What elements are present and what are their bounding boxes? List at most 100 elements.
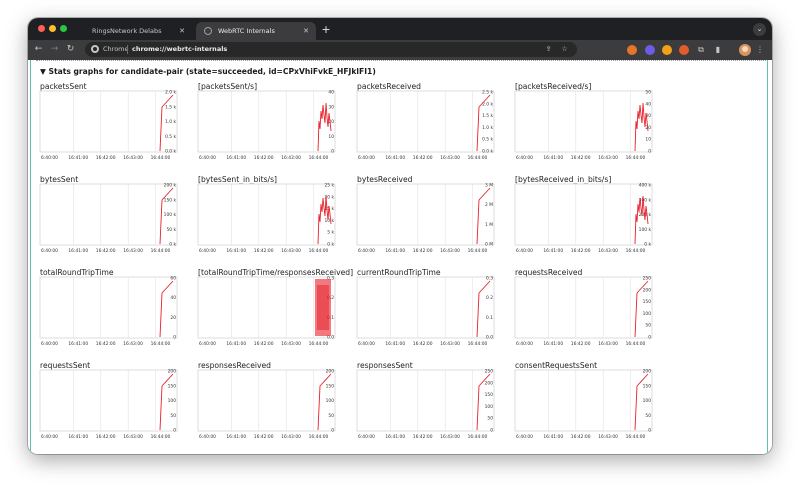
x-tick-label: 16:42:00 <box>254 341 274 347</box>
plot-area <box>39 276 178 339</box>
new-tab-button[interactable]: + <box>321 23 331 36</box>
plot-area <box>514 369 653 432</box>
y-tick-label: 10 k <box>324 218 334 224</box>
divider <box>36 60 766 63</box>
y-tick-label: 0 <box>331 428 334 434</box>
x-tick-label: 16:42:00 <box>413 434 433 440</box>
x-tick-label: 16:42:00 <box>413 341 433 347</box>
x-tick-label: 16:42:00 <box>254 155 274 161</box>
url-text[interactable]: chrome://webrtc-internals <box>132 45 228 53</box>
series-line <box>634 102 649 152</box>
extension-icon[interactable] <box>662 45 672 55</box>
y-tick-label: 0 <box>648 335 651 341</box>
graph-title: bytesSent <box>40 175 79 184</box>
y-tick-label: 150 <box>326 383 335 389</box>
y-tick-label: 0.0 <box>327 335 334 341</box>
globe-icon <box>204 27 212 35</box>
series-line <box>634 195 649 245</box>
extensions-puzzle-icon[interactable]: ⧉ <box>698 45 704 54</box>
tab-ringsnetwork[interactable]: RingsNetwork Delabs ✕ <box>84 22 192 40</box>
y-tick-label: 50 <box>645 90 651 96</box>
plot-area <box>39 90 178 153</box>
section-toggle-stats-graphs[interactable]: ▼ Stats graphs for candidate-pair (state… <box>40 67 376 76</box>
x-tick-label: 16:43:00 <box>440 248 460 254</box>
plot-area <box>514 90 653 153</box>
plot-area <box>39 183 178 246</box>
address-bar[interactable]: Chrome chrome://webrtc-internals ⇪ ☆ <box>85 42 577 57</box>
x-tick-label: 6:40:00 <box>41 341 58 347</box>
y-tick-label: 60 <box>170 276 176 282</box>
y-tick-label: 50 <box>328 413 334 419</box>
x-tick-label: 16:43:00 <box>281 248 301 254</box>
minimize-window-button[interactable] <box>49 25 56 32</box>
menu-kebab-icon[interactable]: ⋮ <box>756 45 764 54</box>
y-tick-label: 0 k <box>327 242 334 248</box>
plot-area <box>39 369 178 432</box>
y-tick-label: 0.3 <box>327 276 334 282</box>
graph-title: totalRoundTripTime <box>40 268 114 277</box>
close-window-button[interactable] <box>38 25 45 32</box>
x-tick-label: 16:42:00 <box>96 434 116 440</box>
x-tick-label: 16:42:00 <box>571 434 591 440</box>
y-tick-label: 1.5 k <box>482 113 493 119</box>
close-icon[interactable]: ✕ <box>179 27 185 35</box>
y-tick-label: 150 <box>485 392 494 398</box>
y-tick-label: 100 k <box>164 212 177 218</box>
extension-icon[interactable] <box>679 45 689 55</box>
x-tick-label: 16:41:00 <box>68 248 88 254</box>
forward-button[interactable]: → <box>50 44 59 54</box>
series-line <box>317 373 332 431</box>
side-panel-icon[interactable]: ▮ <box>715 45 721 54</box>
back-button[interactable]: ← <box>34 44 43 54</box>
site-chip[interactable]: Chrome <box>103 45 129 53</box>
y-tick-label: 400 k <box>639 183 652 189</box>
y-tick-label: 50 <box>645 323 651 329</box>
x-tick-label: 16:44:00 <box>468 341 488 347</box>
series-line <box>159 280 174 338</box>
y-tick-label: 0 <box>648 428 651 434</box>
x-tick-label: 16:42:00 <box>96 341 116 347</box>
plot-area <box>356 90 495 153</box>
x-tick-label: 16:43:00 <box>598 155 618 161</box>
graph-title: [packetsReceived/s] <box>515 82 592 91</box>
tab-strip: RingsNetwork Delabs ✕ WebRTC Internals ✕… <box>28 18 772 40</box>
bookmark-star-icon[interactable]: ☆ <box>561 45 568 53</box>
x-tick-label: 16:41:00 <box>226 155 246 161</box>
x-tick-label: 16:43:00 <box>598 248 618 254</box>
plot-area <box>197 369 336 432</box>
close-icon[interactable]: ✕ <box>303 27 309 35</box>
x-tick-label: 6:40:00 <box>199 434 216 440</box>
y-tick-label: 150 k <box>164 197 177 203</box>
x-tick-label: 16:44:00 <box>151 248 171 254</box>
x-tick-label: 16:44:00 <box>309 341 329 347</box>
x-tick-label: 6:40:00 <box>358 155 375 161</box>
graph-title: packetsSent <box>40 82 87 91</box>
graph-title: currentRoundTripTime <box>357 268 441 277</box>
x-tick-label: 6:40:00 <box>358 248 375 254</box>
x-tick-label: 16:43:00 <box>281 434 301 440</box>
x-tick-label: 16:42:00 <box>413 248 433 254</box>
share-icon[interactable]: ⇪ <box>545 45 552 53</box>
x-tick-label: 16:44:00 <box>626 341 646 347</box>
x-tick-label: 16:42:00 <box>254 434 274 440</box>
y-tick-label: 0 <box>648 149 651 155</box>
x-tick-label: 16:43:00 <box>440 341 460 347</box>
y-tick-label: 100 <box>643 311 652 317</box>
avatar[interactable] <box>739 44 751 56</box>
toolbar: ← → ↻ Chrome chrome://webrtc-internals ⇪… <box>28 40 772 60</box>
x-tick-label: 16:42:00 <box>96 155 116 161</box>
plot-area <box>197 276 336 339</box>
reload-button[interactable]: ↻ <box>66 44 75 54</box>
tab-webrtc-internals[interactable]: WebRTC Internals ✕ <box>196 22 316 40</box>
tab-title: RingsNetwork Delabs <box>92 27 162 35</box>
x-tick-label: 16:41:00 <box>385 155 405 161</box>
tab-search-button[interactable]: ⌄ <box>753 23 766 36</box>
maximize-window-button[interactable] <box>60 25 67 32</box>
metamask-extension-icon[interactable] <box>627 45 637 55</box>
extension-icon[interactable] <box>645 45 655 55</box>
x-tick-label: 6:40:00 <box>199 248 216 254</box>
y-tick-label: 30 <box>645 113 651 119</box>
y-tick-label: 0.2 <box>486 295 493 301</box>
x-tick-label: 16:41:00 <box>385 434 405 440</box>
x-tick-label: 6:40:00 <box>516 155 533 161</box>
